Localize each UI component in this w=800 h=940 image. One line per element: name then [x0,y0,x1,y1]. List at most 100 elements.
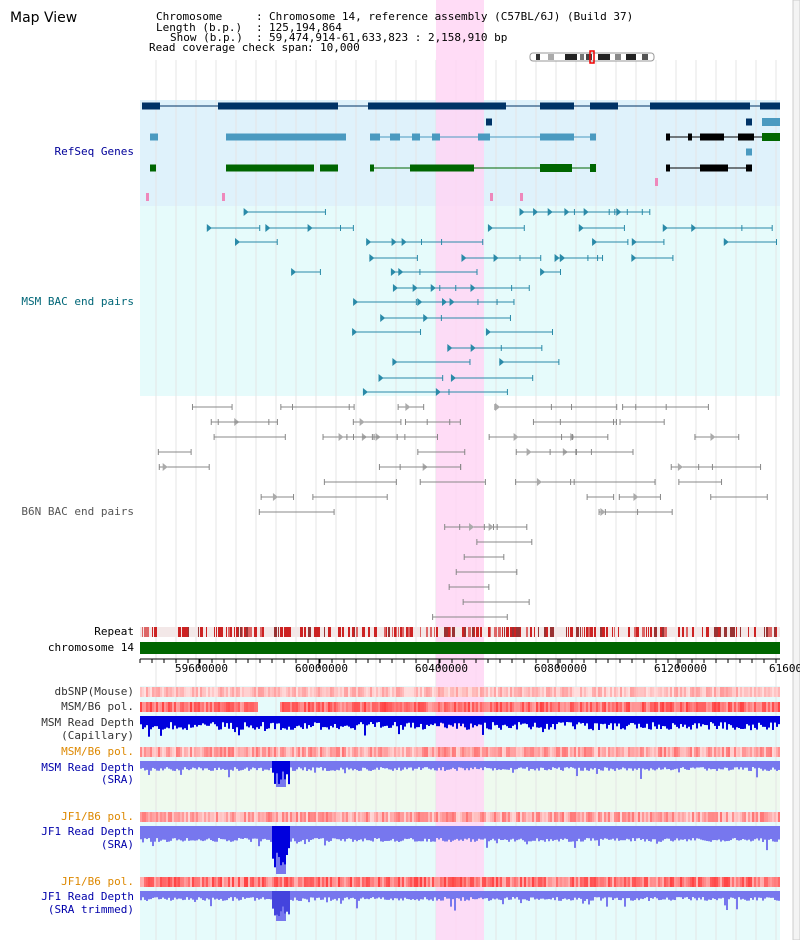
heat-cell [314,687,316,697]
track-label-msm-depth-sra[interactable]: MSM Read Depth [41,761,134,774]
depth-bar [742,891,744,899]
depth-bar [614,761,616,771]
track-label-chromosome[interactable]: chromosome 14 [47,641,134,654]
heat-cell [248,702,250,712]
repeat-block [602,627,605,637]
depth-bar [638,891,640,901]
heat-cell [450,702,452,712]
track-label-msm-bac[interactable]: MSM BAC end pairs [21,295,134,308]
heat-cell [476,702,478,712]
heat-cell [738,812,740,822]
heat-cell [702,687,704,697]
heat-cell [732,702,734,712]
track-label-jf1-depth-trim[interactable]: JF1 Read Depth [41,890,134,903]
depth-bar [176,826,178,841]
track-label-msm-depth-cap[interactable]: MSM Read Depth [41,716,134,729]
depth-bar [390,826,392,841]
depth-bar [326,761,328,771]
heat-cell [550,877,552,887]
heat-cell [498,747,500,757]
depth-peak [288,761,290,785]
heat-cell [734,812,736,822]
depth-bar [448,761,450,770]
heat-cell [624,702,626,712]
heat-cell [498,702,500,712]
track-label-jf1-depth-sra[interactable]: JF1 Read Depth [41,825,134,838]
axis-tick-label: 60800000 [534,662,587,675]
heat-cell [724,877,726,887]
track-label-jf1-b6-pol-2[interactable]: JF1/B6 pol. [61,875,134,888]
heat-cell [616,702,618,712]
bac-marker [485,328,491,336]
track-label-b6n-bac[interactable]: B6N BAC end pairs [21,505,134,518]
heat-cell [150,702,152,712]
heat-cell [366,702,368,712]
depth-bar [400,891,402,899]
heat-cell [388,812,390,822]
heat-cell [358,702,360,712]
repeat-block [570,627,573,637]
heat-cell [178,702,180,712]
heat-cell [170,812,172,822]
heat-cell [688,687,690,697]
depth-bar [560,826,562,839]
heat-cell [718,812,720,822]
depth-bar [164,716,166,729]
heat-cell [372,877,374,887]
depth-bar [544,716,546,729]
depth-bar [542,891,544,899]
depth-bar [410,761,412,768]
heat-cell [176,812,178,822]
depth-bar [468,761,470,771]
depth-bar [308,891,310,903]
track-label-refseq[interactable]: RefSeq Genes [54,145,134,158]
repeat-block [754,627,756,637]
depth-bar [690,826,692,841]
heat-cell [178,812,180,822]
track-label-jf1-b6-pol[interactable]: JF1/B6 pol. [61,810,134,823]
heat-cell [596,687,598,697]
heat-cell [206,687,208,697]
heat-cell [678,812,680,822]
heat-cell [306,812,308,822]
depth-bar [466,891,468,900]
depth-bar [674,891,676,901]
heat-cell [774,702,776,712]
heat-cell [276,812,278,822]
depth-bar [394,761,396,769]
heat-cell [738,687,740,697]
depth-bar [430,891,432,900]
depth-bar [630,891,632,901]
heat-cell [260,687,262,697]
depth-bar [248,891,250,898]
depth-bar [582,826,584,842]
heat-cell [754,687,756,697]
heat-cell [486,702,488,712]
depth-bar [700,716,702,727]
depth-bar [424,716,426,729]
depth-peak [288,826,290,849]
bac-marker [470,344,476,352]
repeat-block [248,627,250,637]
depth-bar [718,891,720,899]
track-label-msm-b6-pol-2[interactable]: MSM/B6 pol. [61,745,134,758]
heat-cell [678,702,680,712]
track-label-repeat[interactable]: Repeat [94,625,134,638]
heat-cell [348,877,350,887]
depth-bar [416,761,418,769]
depth-bar [310,826,312,840]
depth-bar [376,761,378,768]
track-label-dbsnp[interactable]: dbSNP(Mouse) [54,685,134,698]
heat-cell [626,747,628,757]
chromosome-key: Chromosome [156,10,223,23]
heat-cell [688,877,690,887]
heat-cell [358,747,360,757]
heat-cell [612,812,614,822]
track-label-msm-b6-pol[interactable]: MSM/B6 pol. [61,700,134,713]
depth-bar [718,826,720,840]
heat-cell [658,687,660,697]
depth-bar [402,826,404,841]
heat-cell [274,812,276,822]
gene-exon [666,164,670,172]
depth-bar [554,891,556,901]
